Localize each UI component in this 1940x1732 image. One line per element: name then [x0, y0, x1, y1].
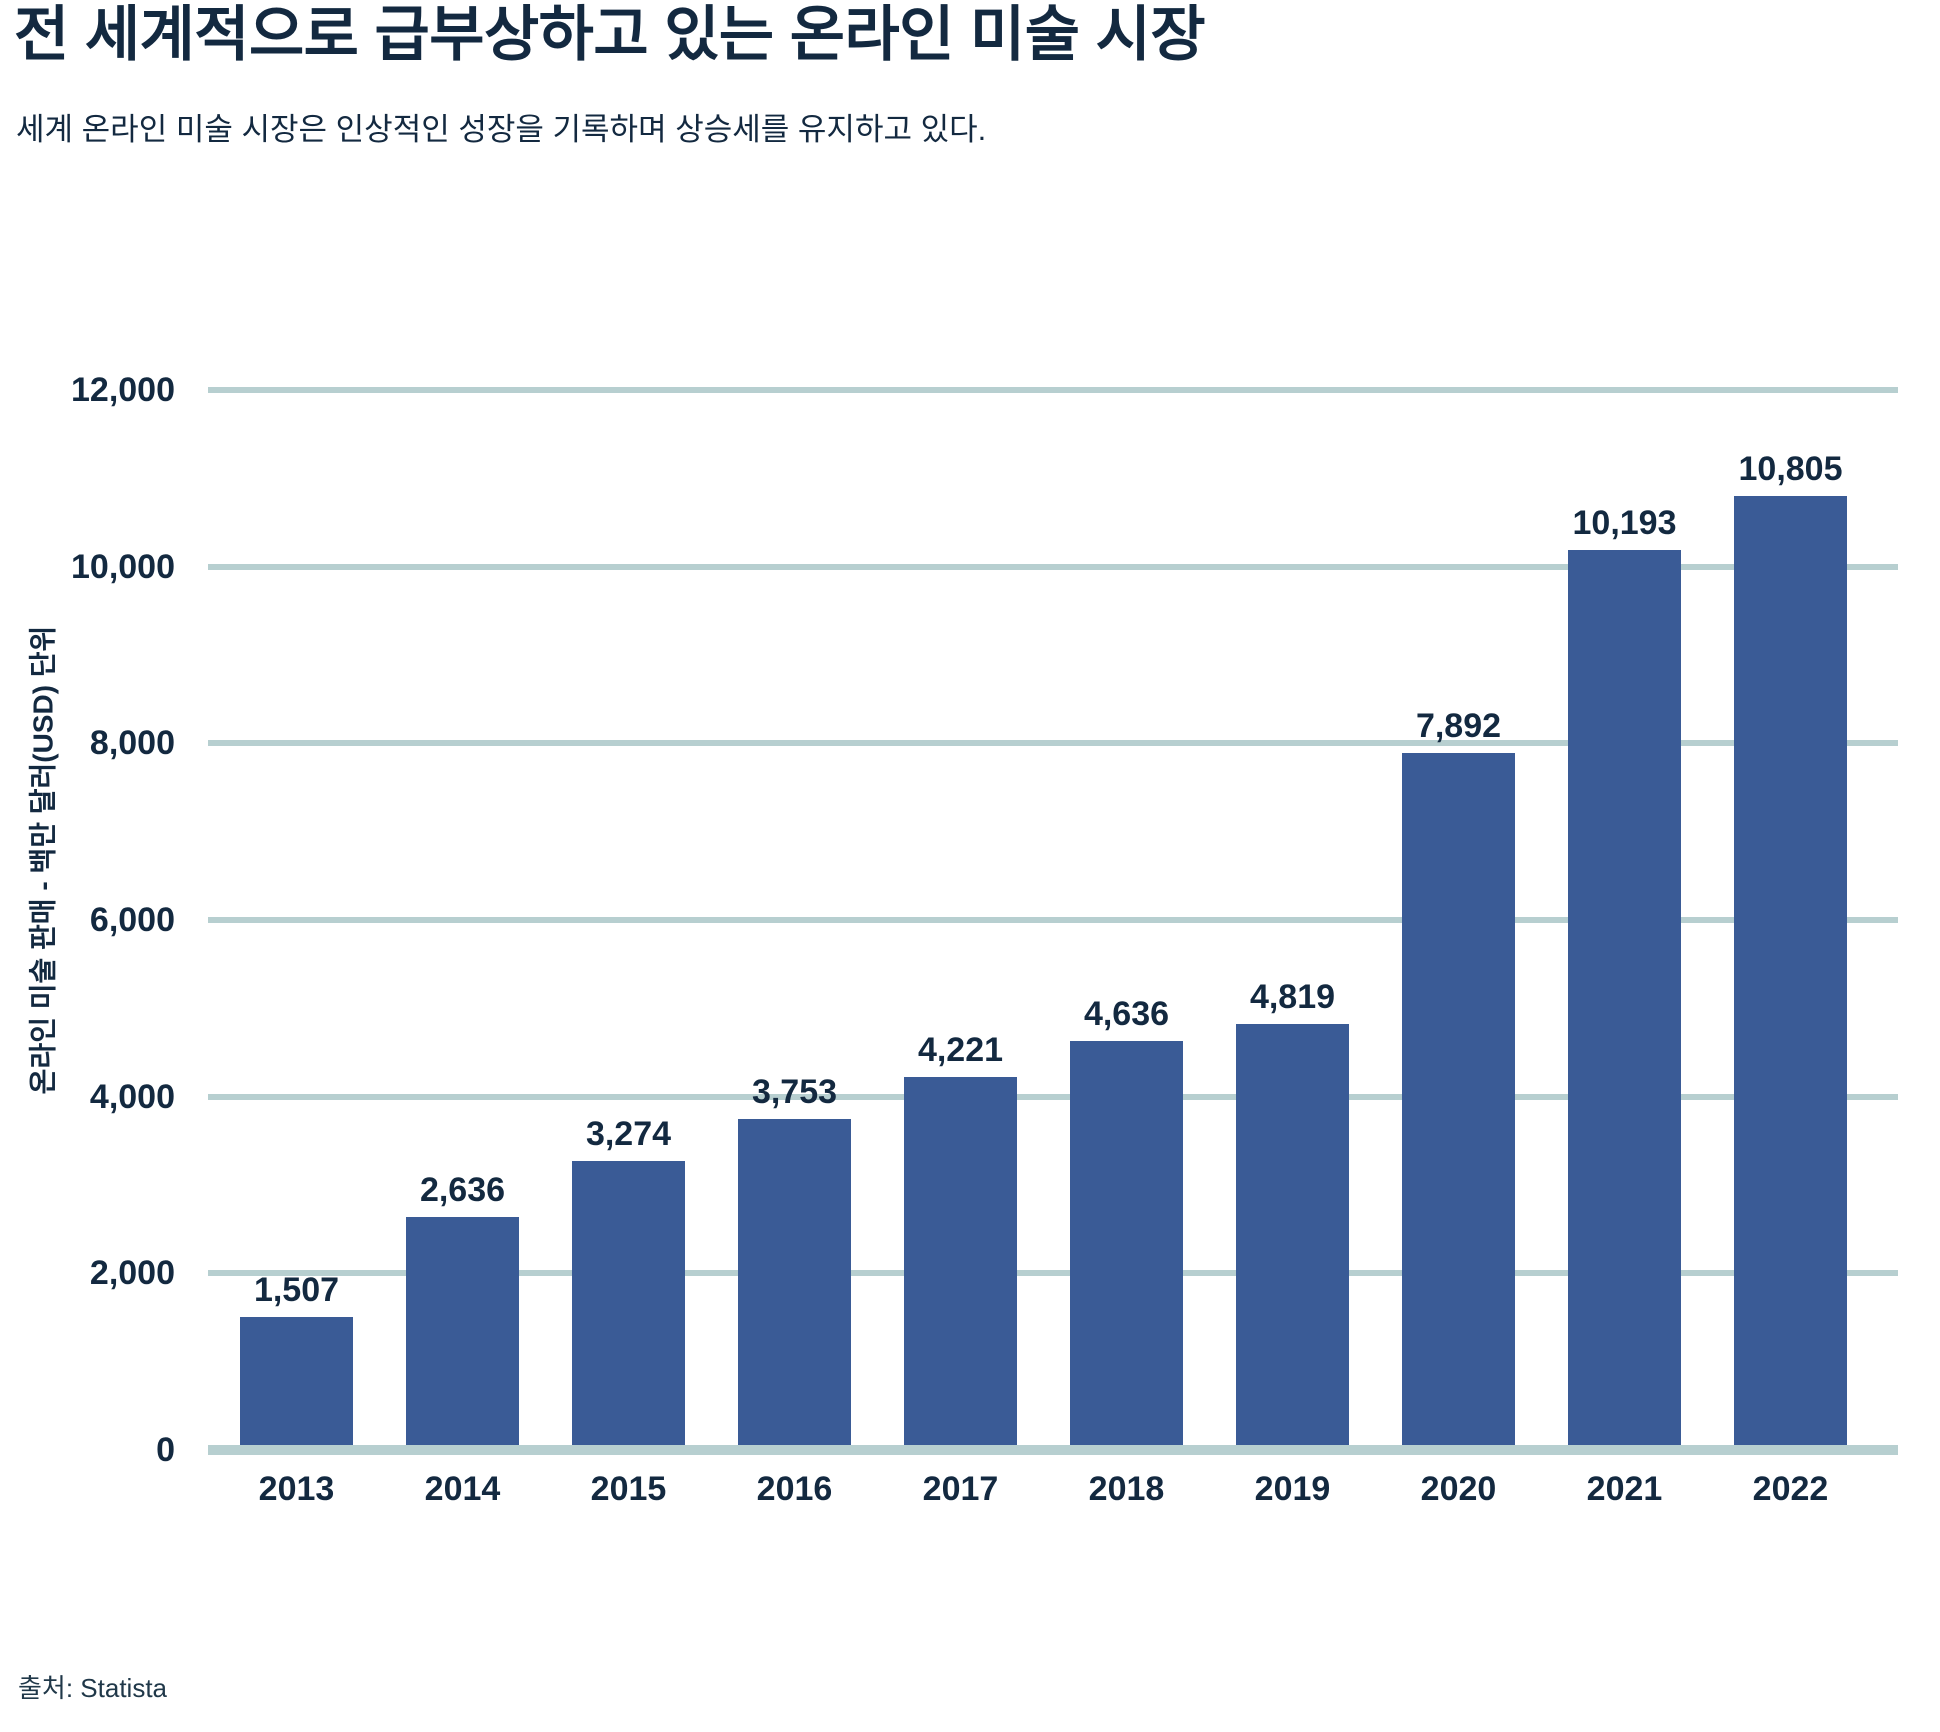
- plot-area: 1,507 2013 2,636 2014 3,274 2015 3,753 2016 4,22…: [208, 387, 1898, 1508]
- x-tick-label: 2021: [1586, 1470, 1663, 1508]
- x-tick-label: 2019: [1254, 1470, 1331, 1508]
- bar-2022: [1734, 495, 1847, 1445]
- x-tick-label: 2020: [1420, 1470, 1497, 1508]
- x-axis-baseline: [208, 1445, 1898, 1455]
- y-tick-label: 10,000: [71, 547, 175, 586]
- bar-2021: [1568, 549, 1681, 1445]
- bar-2020: [1402, 752, 1515, 1445]
- x-tick-label: 2018: [1088, 1470, 1165, 1508]
- bar-value-label: 4,636: [1083, 994, 1170, 1033]
- source-attribution: 출처: Statista: [18, 1673, 167, 1703]
- x-tick-label: 2014: [424, 1470, 501, 1508]
- bar-2016: [738, 1118, 851, 1445]
- bar-value-label: 1,507: [253, 1270, 340, 1309]
- x-tick-label: 2013: [258, 1470, 335, 1508]
- gridline: [208, 917, 1898, 923]
- page-subtitle: 세계 온라인 미술 시장은 인상적인 성장을 기록하며 상승세를 유지하고 있다…: [16, 112, 987, 147]
- x-tick-label: 2017: [922, 1470, 999, 1508]
- bar-value-label: 4,221: [917, 1031, 1004, 1070]
- page-title: 전 세계적으로 급부상하고 있는 온라인 미술 시장: [14, 1, 1206, 68]
- bar-value-label: 7,892: [1415, 706, 1502, 745]
- gridline: [208, 1093, 1898, 1100]
- y-tick-label: 6,000: [89, 901, 175, 939]
- bar-2013: [240, 1316, 353, 1445]
- bar-value-label: 10,193: [1572, 503, 1677, 542]
- y-tick-label: 12,000: [71, 371, 175, 409]
- bar-value-label: 10,805: [1738, 449, 1843, 488]
- bar-2017: [904, 1077, 1017, 1445]
- bar-value-label: 4,819: [1249, 978, 1336, 1017]
- x-tick-label: 2015: [590, 1470, 667, 1508]
- y-axis-tick-labels: 0 2,000 4,000 6,000 8,000 10,000 12,000: [0, 373, 175, 1467]
- gridline: [208, 740, 1898, 747]
- y-tick-label: 2,000: [89, 1254, 175, 1293]
- bar-2014: [406, 1217, 519, 1445]
- y-tick-label: 4,000: [89, 1077, 175, 1116]
- x-tick-label: 2016: [756, 1470, 833, 1508]
- y-tick-label: 8,000: [89, 724, 175, 763]
- y-tick-label: 0: [156, 1431, 175, 1469]
- bar-2019: [1236, 1024, 1349, 1445]
- bar-value-label: 3,274: [585, 1114, 672, 1153]
- bar-2015: [572, 1160, 685, 1445]
- x-tick-label: 2022: [1752, 1470, 1829, 1508]
- bar-value-label: 2,636: [419, 1171, 506, 1210]
- bar-value-label: 3,753: [751, 1072, 838, 1111]
- gridline: [208, 387, 1898, 393]
- gridline: [208, 563, 1898, 570]
- gridline: [208, 1270, 1898, 1277]
- bar-2018: [1070, 1040, 1183, 1445]
